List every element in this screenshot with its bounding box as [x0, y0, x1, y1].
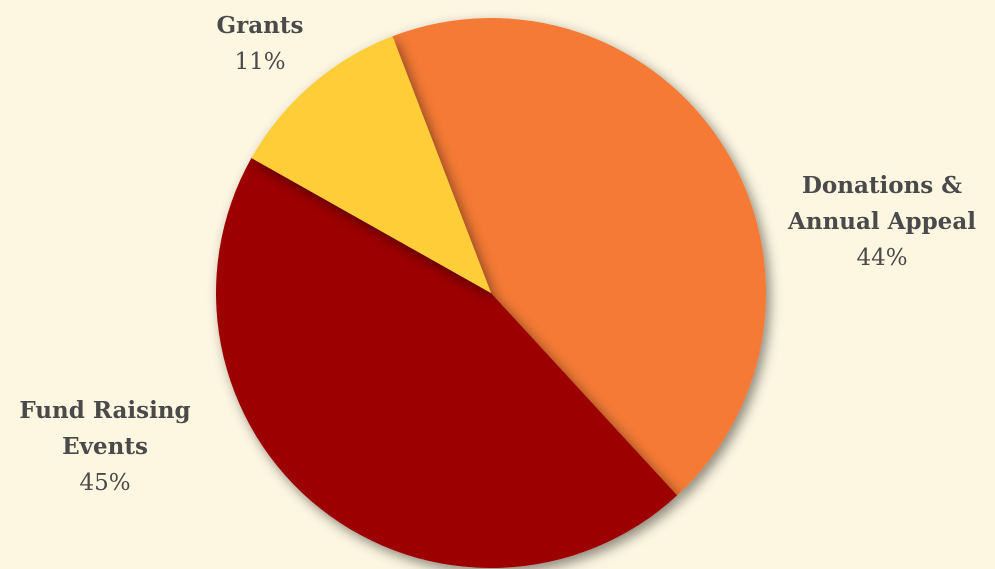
pie-slices	[216, 18, 766, 568]
slice-label-grants-name: Grants	[216, 12, 304, 39]
slice-label-fundraising-name-line1: Fund Raising	[19, 397, 191, 424]
pie-slice-grants	[251, 36, 491, 294]
slice-label-donations-name-line1: Donations &	[801, 172, 963, 199]
slice-label-donations: Donations & Annual Appeal 44%	[772, 168, 992, 276]
slice-label-fundraising-name-line2: Events	[62, 433, 148, 460]
slice-label-donations-name-line2: Annual Appeal	[788, 208, 976, 235]
pie-slice-donations	[392, 18, 766, 496]
pie-slice-fund-raising	[216, 158, 678, 568]
slice-label-donations-percent: 44%	[856, 245, 908, 271]
slice-label-fundraising-percent: 45%	[79, 470, 131, 496]
slice-label-fundraising: Fund Raising Events 45%	[0, 393, 210, 501]
slice-label-grants-percent: 11%	[234, 49, 286, 75]
slice-label-grants: Grants 11%	[195, 8, 325, 80]
